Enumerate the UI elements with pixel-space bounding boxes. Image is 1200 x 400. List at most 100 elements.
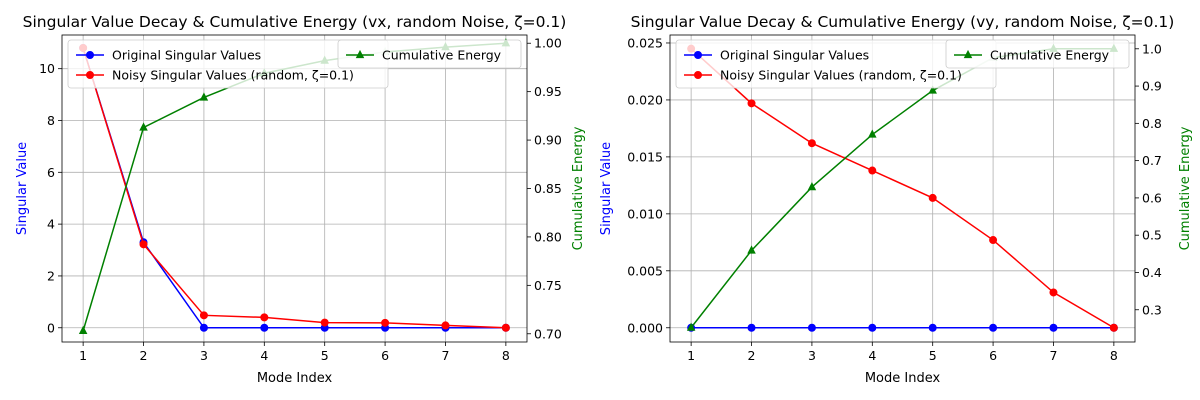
chart-1: 1 2 3 4 5 6 7 8 Mode Index 0 2 4 6 8 10 Singular Value 0… <box>15 13 586 386</box>
x-tick-label: 4 <box>868 348 876 363</box>
legend-marker <box>86 51 95 60</box>
data-point <box>78 325 88 334</box>
legend-marker <box>355 49 365 59</box>
chart-title: Singular Value Decay & Cumulative Energy… <box>23 13 567 31</box>
x-tick-label: 1 <box>687 348 695 363</box>
x-axis-label: Mode Index <box>257 371 333 386</box>
legend-box <box>337 39 522 69</box>
data-point <box>868 129 877 138</box>
data-point <box>260 313 269 322</box>
x-tick-label: 5 <box>321 348 329 363</box>
y2-tick-label: 0.7 <box>1142 153 1162 168</box>
data-point <box>807 139 816 148</box>
x-axis: 1 2 3 4 5 6 7 8 <box>687 342 1118 363</box>
legend-label: Noisy Singular Values (random, ζ=0.1) <box>112 68 354 83</box>
legend-left: Original Singular Values Noisy Singular V… <box>675 39 997 89</box>
data-point <box>686 322 696 331</box>
x-tick-label: 8 <box>502 348 510 363</box>
data-point <box>441 321 450 330</box>
data-point <box>868 323 877 332</box>
y-tick-label: 0.010 <box>627 206 663 221</box>
y-tick-label: 0.020 <box>627 92 663 107</box>
y-axis-label: Singular Value <box>599 142 614 235</box>
data-point <box>989 323 998 332</box>
legend-marker <box>86 71 95 80</box>
data-point <box>807 323 816 332</box>
y-axis-right: 0.70 0.75 0.80 0.85 0.90 0.95 1.00 <box>527 36 562 341</box>
y2-tick-label: 0.6 <box>1142 190 1162 205</box>
x-axis: 1 2 3 4 5 6 7 8 <box>79 342 510 363</box>
legend-right: Cumulative Energy <box>337 39 522 69</box>
axes-frame <box>669 34 1136 343</box>
y2-tick-label: 0.9 <box>1142 79 1162 94</box>
chart-title: Singular Value Decay & Cumulative Energy… <box>631 13 1175 31</box>
data-point <box>139 122 148 131</box>
data-point <box>199 323 208 332</box>
y2-axis-label: Cumulative Energy <box>1178 126 1193 250</box>
data-point <box>1049 323 1058 332</box>
legend-marker <box>694 51 703 60</box>
data-point <box>139 240 148 249</box>
data-point <box>199 92 209 101</box>
y-tick-label: 0.025 <box>627 35 663 50</box>
y2-tick-label: 0.80 <box>534 229 562 244</box>
x-tick-label: 2 <box>140 348 148 363</box>
data-point <box>807 182 817 191</box>
data-point <box>381 318 390 327</box>
legend-marker <box>963 49 973 59</box>
series-noisy-singular-values-random-0-1 <box>687 44 1118 332</box>
data-point <box>747 99 756 108</box>
y2-tick-label: 0.70 <box>534 326 562 341</box>
y2-tick-label: 0.8 <box>1142 116 1162 131</box>
legend-right: Cumulative Energy <box>945 39 1130 69</box>
y-tick-label: 0 <box>47 320 55 335</box>
y2-tick-label: 0.5 <box>1142 228 1162 243</box>
x-tick-label: 1 <box>79 348 87 363</box>
data-point <box>747 245 756 254</box>
y-tick-label: 4 <box>47 217 55 232</box>
legend-label: Original Singular Values <box>112 48 261 63</box>
data-point <box>501 323 510 332</box>
y-axis-label: Singular Value <box>15 142 30 235</box>
y-tick-label: 0.015 <box>627 149 663 164</box>
data-point <box>989 236 998 245</box>
legend-left: Original Singular Values Noisy Singular V… <box>67 39 389 89</box>
y2-tick-label: 0.85 <box>534 181 562 196</box>
x-tick-label: 8 <box>1110 348 1118 363</box>
x-tick-label: 3 <box>808 348 816 363</box>
x-axis-label: Mode Index <box>865 371 941 386</box>
data-point <box>260 323 269 332</box>
y2-tick-label: 1.0 <box>1142 41 1162 56</box>
y-tick-label: 2 <box>47 268 55 283</box>
y2-axis-label: Cumulative Energy <box>571 126 586 250</box>
x-tick-label: 2 <box>748 348 756 363</box>
legend-label: Cumulative Energy <box>382 48 502 63</box>
legend-label: Original Singular Values <box>720 48 869 63</box>
plot-area <box>686 43 1119 332</box>
data-point <box>928 85 937 94</box>
data-point <box>868 166 877 175</box>
legend-marker <box>694 71 703 80</box>
y-axis-left: 0 2 4 6 8 10 <box>39 61 62 335</box>
y2-tick-label: 0.3 <box>1142 302 1162 317</box>
x-tick-label: 7 <box>1049 348 1057 363</box>
y-tick-label: 8 <box>47 113 55 128</box>
x-tick-label: 5 <box>929 348 937 363</box>
y-tick-label: 0.005 <box>627 263 663 278</box>
data-point <box>1049 288 1058 297</box>
y2-tick-label: 1.00 <box>534 36 562 51</box>
x-tick-label: 4 <box>260 348 268 363</box>
y-axis-left: 0.000 0.005 0.010 0.015 0.020 0.025 <box>627 35 670 335</box>
x-tick-label: 3 <box>200 348 208 363</box>
legend-label: Cumulative Energy <box>990 48 1110 63</box>
x-tick-label: 7 <box>441 348 449 363</box>
legend-label: Noisy Singular Values (random, ζ=0.1) <box>720 68 962 83</box>
y-tick-label: 0.000 <box>627 320 663 335</box>
data-point <box>928 323 937 332</box>
legend-box <box>945 39 1130 69</box>
y-tick-label: 10 <box>39 61 55 76</box>
x-tick-label: 6 <box>989 348 997 363</box>
y2-tick-label: 0.90 <box>534 133 562 148</box>
